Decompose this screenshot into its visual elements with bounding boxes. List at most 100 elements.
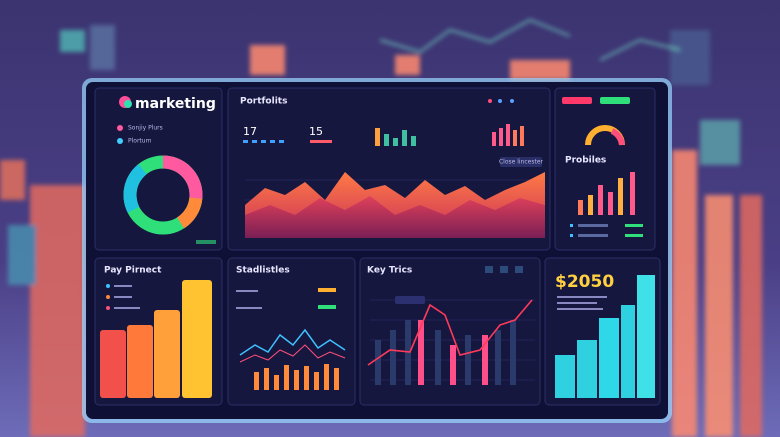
decoration-rect (450, 345, 456, 385)
decoration-rect (599, 318, 619, 398)
decoration-g (254, 364, 339, 390)
decoration-rect (304, 366, 309, 390)
decoration-rect (154, 310, 180, 398)
decoration-rect (100, 330, 126, 398)
decoration-rect (578, 224, 608, 227)
decoration-rect (310, 140, 332, 143)
decoration-rect (270, 140, 275, 143)
decoration-rect (600, 97, 630, 104)
decoration-rect (608, 192, 613, 215)
decoration-g (123, 155, 203, 235)
decoration-rect (577, 340, 597, 398)
decoration-polyline (367, 299, 533, 366)
decoration-rect (598, 185, 603, 215)
decoration-rect (393, 138, 398, 146)
decoration-polyline (239, 344, 346, 363)
stat: 15 (309, 125, 323, 138)
decoration-rect (588, 195, 593, 215)
decoration-rect (114, 296, 132, 298)
sidebar: marketing Sonjiy Plurs Plortum (94, 87, 223, 251)
decoration-rect (670, 30, 710, 85)
decoration-circle (488, 99, 492, 103)
decoration-circle (124, 100, 132, 108)
decoration-rect (375, 128, 380, 146)
decoration-rect (254, 372, 259, 390)
decoration-rect (513, 130, 517, 146)
decoration-rect (236, 290, 258, 292)
decoration-polyline (379, 18, 571, 54)
decoration-circle (106, 306, 110, 310)
decoration-rect (402, 130, 407, 146)
decoration-rect (485, 266, 493, 273)
decoration-rect (672, 150, 697, 437)
decoration-rect (390, 330, 396, 385)
decoration-circle (123, 155, 203, 235)
decoration-rect (625, 234, 643, 237)
decoration-rect (618, 178, 623, 215)
decoration-rect (236, 307, 262, 309)
decoration-rect (510, 60, 570, 80)
decoration-circle (117, 138, 123, 144)
decoration-rect (324, 364, 329, 390)
decoration-circle (106, 284, 110, 288)
decoration-rect (630, 172, 635, 215)
decoration-rect (557, 308, 603, 310)
decoration-g (0, 18, 762, 437)
legend-item: Plortum (128, 138, 152, 145)
decoration-g (375, 128, 416, 146)
decoration-polyline (599, 38, 681, 61)
decoration-rect (284, 365, 289, 390)
stats-panel: Stadlistles (227, 257, 356, 406)
decoration-rect (261, 140, 266, 143)
decoration-rect (182, 280, 212, 398)
decoration-g (243, 140, 284, 143)
decoration-rect (465, 335, 471, 385)
decoration-polyline (239, 328, 346, 356)
decoration-rect (243, 140, 248, 143)
panel-title: Stadlistles (236, 266, 290, 276)
decoration-rect (318, 305, 336, 309)
decoration-rect (515, 266, 523, 273)
profiles-panel: Probiles (554, 87, 656, 251)
decoration-rect (384, 134, 389, 146)
logo: marketing (135, 96, 216, 112)
decoration-rect (435, 330, 441, 385)
decoration-rect (274, 375, 279, 390)
decoration-rect (557, 296, 607, 298)
decoration-rect (0, 160, 25, 200)
button[interactable]: Close lincester (499, 159, 544, 166)
decoration-rect (30, 185, 85, 437)
decoration-path (610, 128, 625, 146)
decoration-rect (499, 128, 503, 146)
decoration-rect (520, 126, 524, 146)
decoration-rect (621, 305, 635, 398)
decoration-rect (570, 234, 573, 237)
decoration-rect (114, 285, 132, 287)
decoration-rect (411, 136, 416, 146)
decoration-rect (227, 257, 356, 406)
decoration-rect (510, 320, 516, 385)
panel-title: Probiles (565, 156, 606, 166)
decoration-rect (252, 140, 257, 143)
decoration-rect (250, 45, 285, 75)
decoration-rect (294, 370, 299, 390)
decoration-g (578, 172, 635, 215)
decoration-g (492, 124, 524, 146)
decoration-rect (395, 55, 420, 75)
decoration-circle (106, 295, 110, 299)
decoration-rect (578, 234, 608, 237)
decoration-rect (555, 355, 575, 398)
panel-title: Key Trics (367, 266, 412, 276)
decoration-circle (498, 99, 502, 103)
decoration-rect (492, 132, 496, 146)
decoration-rect (570, 224, 573, 227)
decoration-rect (500, 266, 508, 273)
decoration-rect (314, 372, 319, 390)
panel-title: Pay Pirnect (104, 266, 162, 276)
decoration-rect (395, 296, 425, 304)
panel-title: Portfolits (240, 97, 287, 107)
decoration-rect (562, 97, 592, 104)
decoration-rect (375, 340, 381, 385)
decoration-rect (418, 320, 424, 385)
